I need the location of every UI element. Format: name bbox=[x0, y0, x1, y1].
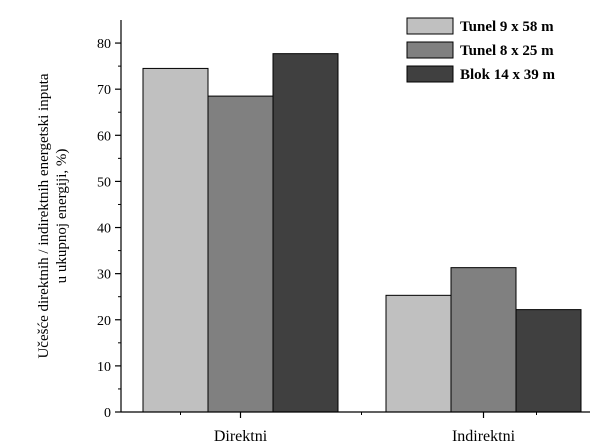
y-tick-label: 20 bbox=[97, 314, 111, 329]
bar-indirektni-series-3 bbox=[515, 309, 582, 413]
y-ticks-group: 0 10 20 30 40 50 60 70 80 bbox=[97, 37, 121, 421]
y-tick-label: 40 bbox=[97, 222, 111, 237]
y-tick-label: 50 bbox=[97, 175, 111, 190]
y-tick-label: 10 bbox=[97, 360, 111, 375]
legend-label: Blok 14 x 39 m bbox=[460, 67, 556, 83]
bar-direktni-series-2 bbox=[207, 95, 274, 413]
axes-group bbox=[120, 20, 590, 413]
bars-group bbox=[142, 53, 582, 413]
legend-label: Tunel 8 x 25 m bbox=[460, 43, 554, 59]
y-tick-label: 70 bbox=[97, 83, 111, 98]
bar-indirektni-series-2 bbox=[450, 267, 517, 413]
bar-indirektni-series-1 bbox=[385, 294, 452, 413]
y-tick-label: 60 bbox=[97, 129, 111, 144]
y-axis-title-line-1: Učešće direktnih / indirektnih energetsk… bbox=[36, 73, 52, 358]
x-category-label: Direktni bbox=[214, 428, 268, 445]
y-tick-label: 0 bbox=[104, 406, 111, 421]
bar-direktni-series-3 bbox=[272, 53, 339, 413]
legend-label: Tunel 9 x 58 m bbox=[460, 19, 554, 35]
legend-swatch bbox=[406, 65, 454, 83]
legend: Tunel 9 x 58 m Tunel 8 x 25 m Blok 14 x 39… bbox=[406, 17, 556, 83]
y-tick-label: 30 bbox=[97, 268, 111, 283]
x-category-label: Indirektni bbox=[452, 428, 516, 445]
bar-direktni-series-1 bbox=[142, 67, 209, 413]
y-axis-title-line-2: u ukupnoj energiji, %) bbox=[54, 149, 70, 284]
legend-swatch bbox=[406, 17, 454, 35]
x-ticks-group: Direktni Indirektni bbox=[180, 412, 537, 445]
legend-swatch bbox=[406, 41, 454, 59]
y-axis-title: Učešće direktnih / indirektnih energetsk… bbox=[36, 73, 70, 358]
y-tick-label: 80 bbox=[97, 37, 111, 52]
